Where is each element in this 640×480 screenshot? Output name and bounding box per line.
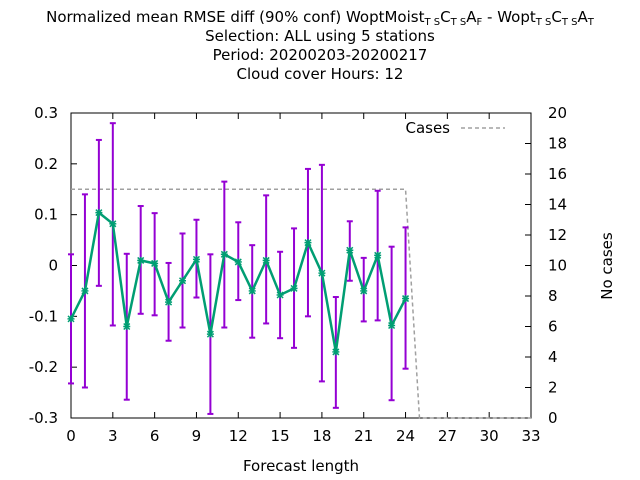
title-text: C bbox=[440, 8, 451, 26]
y-tick-label: 0.3 bbox=[34, 104, 58, 122]
x-tick-label: 21 bbox=[354, 427, 373, 445]
data-point bbox=[165, 298, 173, 306]
data-point bbox=[276, 291, 284, 299]
y-tick-label: -0.2 bbox=[29, 358, 58, 376]
y-tick-label: -0.1 bbox=[29, 307, 58, 325]
y2-tick-label: 2 bbox=[548, 379, 558, 397]
y-tick-label: 0.2 bbox=[34, 155, 58, 173]
x-tick-label: 6 bbox=[150, 427, 160, 445]
title-subscript: T S bbox=[561, 17, 578, 28]
title-subscript: T S bbox=[424, 17, 441, 28]
x-tick-label: 30 bbox=[480, 427, 499, 445]
title-subscript: T bbox=[587, 17, 594, 28]
y2-tick-label: 4 bbox=[548, 348, 558, 366]
data-point bbox=[206, 330, 214, 338]
x-tick-label: 0 bbox=[66, 427, 76, 445]
data-point bbox=[67, 315, 75, 323]
title-line: Selection: ALL using 5 stations bbox=[0, 27, 640, 46]
title-text: Selection: ALL using 5 stations bbox=[205, 27, 435, 45]
axes-layer: 0 3 6 9 12 15 18 21 24 27 30 33-0.3-0.2-0.100.10.20… bbox=[29, 104, 567, 445]
x-tick-label: 18 bbox=[312, 427, 331, 445]
data-point bbox=[178, 277, 187, 285]
data-point bbox=[192, 255, 200, 263]
data-point bbox=[318, 269, 326, 277]
cases-layer bbox=[71, 188, 531, 419]
data-point bbox=[374, 251, 382, 259]
data-point bbox=[346, 246, 354, 254]
y-tick-label: -0.3 bbox=[29, 409, 58, 427]
data-point bbox=[290, 284, 298, 292]
data-point bbox=[81, 287, 89, 295]
x-tick-label: 3 bbox=[108, 427, 118, 445]
data-point bbox=[402, 295, 410, 303]
data-point bbox=[234, 258, 242, 266]
data-point bbox=[123, 322, 131, 331]
title-line: Cloud cover Hours: 12 bbox=[0, 65, 640, 84]
data-point bbox=[109, 220, 117, 228]
x-tick-label: 9 bbox=[192, 427, 202, 445]
series-line-layer bbox=[67, 209, 410, 356]
y-tick-label: 0 bbox=[48, 257, 58, 275]
legend: Cases bbox=[405, 119, 505, 137]
y2-tick-label: 14 bbox=[548, 196, 567, 214]
data-point bbox=[248, 287, 256, 295]
data-point bbox=[95, 209, 103, 217]
title-line: Normalized mean RMSE diff (90% conf) Wop… bbox=[0, 8, 640, 32]
y2-tick-label: 6 bbox=[548, 318, 558, 336]
data-point bbox=[332, 348, 340, 356]
title-text: Cloud cover Hours: 12 bbox=[236, 65, 404, 83]
x-tick-label: 24 bbox=[396, 427, 415, 445]
y2-tick-label: 0 bbox=[548, 409, 558, 427]
legend-label-cases: Cases bbox=[405, 119, 450, 137]
series-line-cases bbox=[71, 188, 531, 419]
title-line: Period: 20200203-20200217 bbox=[0, 46, 640, 65]
y2-tick-label: 10 bbox=[548, 257, 567, 275]
title-subscript: T S bbox=[450, 17, 467, 28]
y2-tick-label: 18 bbox=[548, 135, 567, 153]
x-axis-label: Forecast length bbox=[243, 457, 359, 475]
x-tick-label: 12 bbox=[229, 427, 248, 445]
x-tick-label: 27 bbox=[438, 427, 457, 445]
y2-axis-label: No cases bbox=[598, 232, 616, 300]
data-point bbox=[304, 239, 312, 247]
data-point bbox=[360, 287, 368, 295]
y2-tick-label: 16 bbox=[548, 165, 567, 183]
data-point bbox=[137, 256, 145, 264]
y2-tick-label: 8 bbox=[548, 287, 558, 305]
data-point bbox=[262, 256, 270, 264]
title-text: - Wopt bbox=[482, 8, 536, 26]
title-text: C bbox=[551, 8, 562, 26]
data-point bbox=[220, 250, 228, 258]
title-text: Normalized mean RMSE diff (90% conf) Wop… bbox=[46, 8, 425, 26]
x-tick-label: 33 bbox=[521, 427, 540, 445]
y2-tick-label: 20 bbox=[548, 104, 567, 122]
title-text: Period: 20200203-20200217 bbox=[212, 46, 428, 64]
title-subscript: F bbox=[476, 17, 483, 28]
x-tick-label: 15 bbox=[271, 427, 290, 445]
data-point bbox=[388, 321, 396, 330]
y2-tick-label: 12 bbox=[548, 226, 567, 244]
title-subscript: T S bbox=[535, 17, 552, 28]
title-text: A bbox=[466, 8, 477, 26]
title-text: A bbox=[577, 8, 588, 26]
y-tick-label: 0.1 bbox=[34, 206, 58, 224]
data-point bbox=[151, 259, 159, 267]
